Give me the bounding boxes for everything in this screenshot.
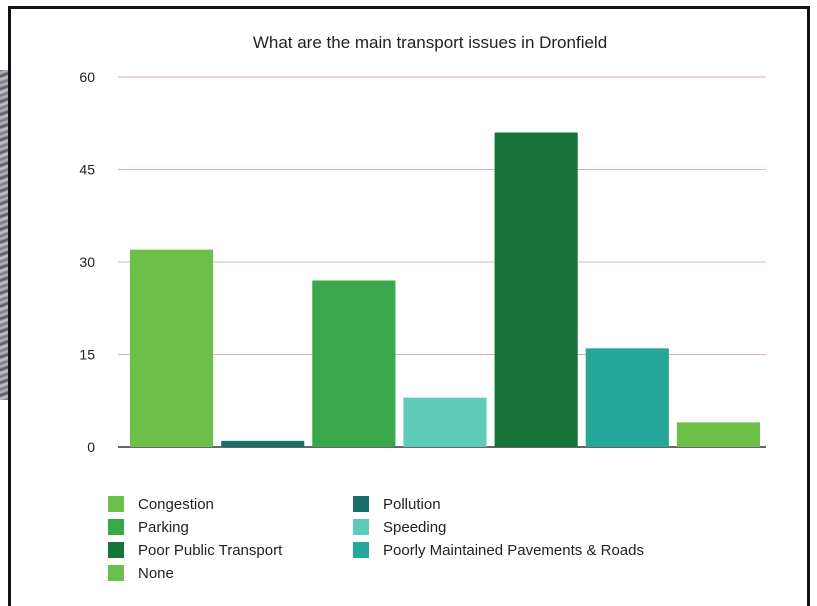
y-tick-label: 0: [87, 439, 95, 455]
legend-label: Poorly Maintained Pavements & Roads: [383, 541, 644, 559]
y-tick-label: 30: [79, 254, 95, 270]
legend-item-speeding: Speeding: [353, 516, 446, 538]
legend-item-parking: Parking: [108, 516, 189, 538]
bar-speeding: [403, 397, 487, 447]
legend-item-poorly-maintained-pavements: Poorly Maintained Pavements & Roads: [353, 539, 644, 561]
legend-label: Parking: [138, 518, 189, 536]
bar-poorly-maintained-pavements-roads: [585, 348, 669, 447]
y-tick-label: 60: [79, 69, 95, 85]
bar-none: [676, 422, 760, 447]
legend-swatch: [108, 519, 124, 535]
legend-swatch: [108, 496, 124, 512]
legend-swatch: [353, 496, 369, 512]
legend-label: Congestion: [138, 495, 214, 513]
legend-label: None: [138, 564, 174, 582]
legend-item-congestion: Congestion: [108, 493, 214, 515]
legend-item-none: None: [108, 562, 174, 584]
bar-parking: [312, 280, 396, 447]
bar-pollution: [221, 440, 305, 447]
bar-poor-public-transport: [494, 132, 578, 447]
legend-item-poor-public-transport: Poor Public Transport: [108, 539, 282, 561]
legend-swatch: [108, 565, 124, 581]
bar-congestion: [130, 249, 214, 447]
y-tick-label: 45: [79, 162, 95, 178]
y-tick-label: 15: [79, 347, 95, 363]
legend-swatch: [108, 542, 124, 558]
legend-label: Pollution: [383, 495, 441, 513]
legend-label: Poor Public Transport: [138, 541, 283, 559]
legend-swatch: [353, 542, 369, 558]
legend-swatch: [353, 519, 369, 535]
legend-label: Speeding: [383, 518, 447, 536]
chart-title: What are the main transport issues in Dr…: [252, 33, 608, 52]
legend-item-pollution: Pollution: [353, 493, 441, 515]
